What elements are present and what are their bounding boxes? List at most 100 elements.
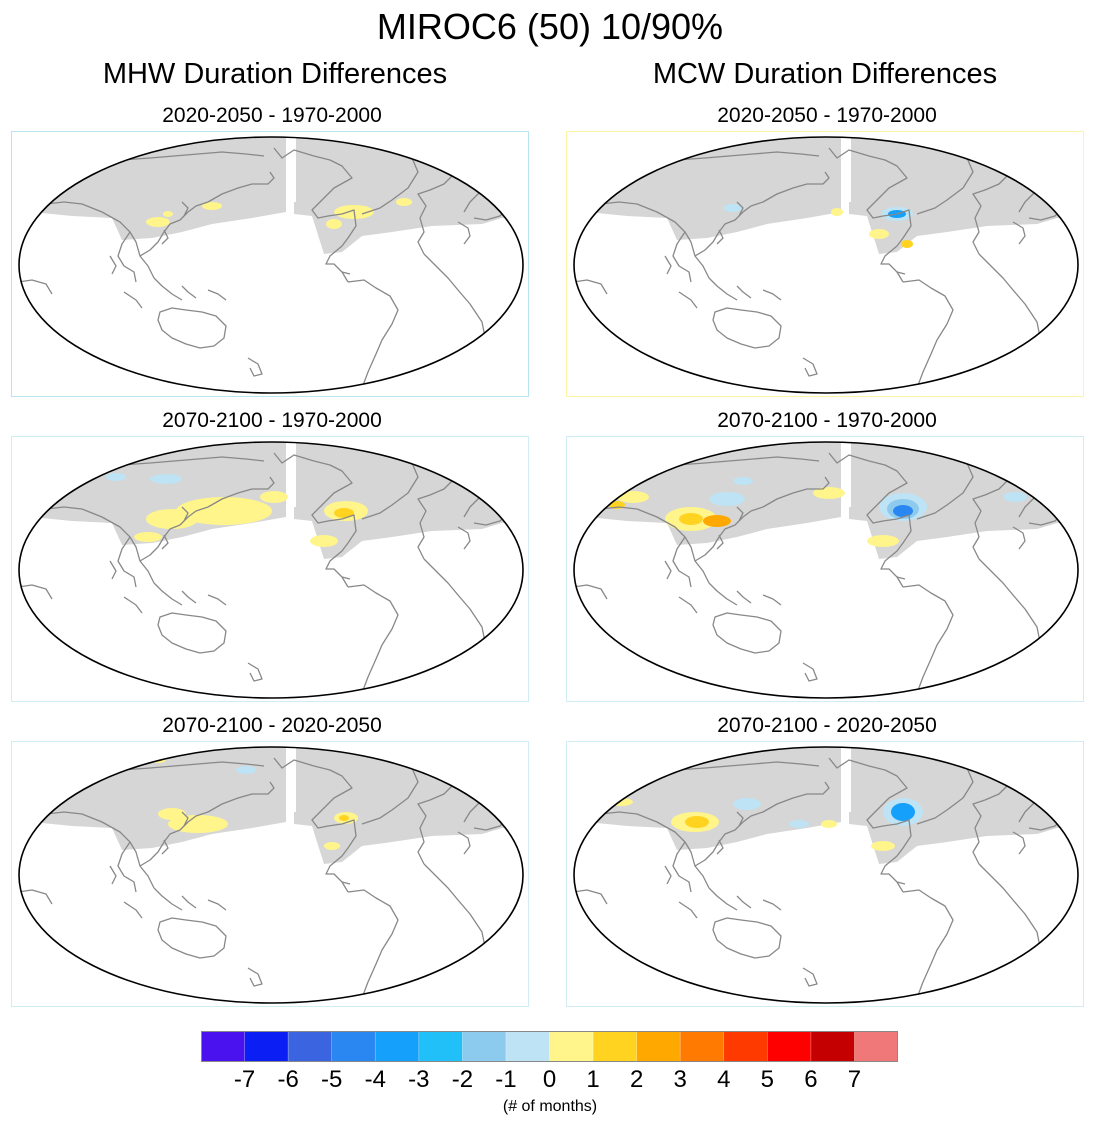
- coastline: [762, 289, 782, 301]
- masked-region: [19, 747, 523, 864]
- colorbar: [201, 1031, 898, 1062]
- figure-title: MIROC6 (50) 10/90%: [376, 6, 724, 47]
- coastline: [157, 307, 227, 349]
- coastline: [457, 221, 471, 245]
- colorbar-swatch: [810, 1031, 855, 1062]
- mcw-panel-3-title: 2070-2100 - 2020-2050: [717, 714, 937, 737]
- colorbar-swatch: [549, 1031, 594, 1062]
- colorbar-swatch: [244, 1031, 289, 1062]
- colorbar-tick-label: -4: [364, 1066, 386, 1093]
- colorbar-swatch: [418, 1031, 463, 1062]
- colorbar-tick-label: -6: [277, 1066, 299, 1093]
- coastline: [802, 967, 818, 987]
- coastline: [664, 560, 672, 580]
- coastline: [157, 612, 227, 654]
- coastline: [896, 576, 906, 580]
- coastline: [181, 895, 197, 909]
- coastline: [123, 901, 143, 919]
- coastline: [207, 289, 227, 301]
- anomaly-patch: [202, 202, 222, 210]
- coastline: [708, 582, 738, 606]
- anomaly-patch: [326, 219, 342, 229]
- coastline: [762, 476, 830, 508]
- coastline: [716, 534, 724, 550]
- colorbar-swatch: [201, 1031, 245, 1062]
- colorbar-units: (# of months): [502, 1098, 598, 1115]
- coastline: [161, 229, 169, 245]
- map-projection: [18, 746, 524, 1004]
- coastline: [207, 781, 275, 813]
- coastline: [574, 889, 608, 905]
- anomaly-patch: [462, 472, 486, 482]
- coastline: [181, 201, 189, 217]
- mhw-panel-3-title: 2070-2100 - 2020-2050: [162, 714, 382, 737]
- coastline: [117, 536, 137, 588]
- coastline: [29, 506, 155, 584]
- colorbar-swatch: [636, 1031, 681, 1062]
- anomaly-patch: [821, 820, 837, 828]
- colorbar-swatch: [288, 1031, 332, 1062]
- colorbar-tick-label: 4: [717, 1066, 731, 1093]
- anomaly-patch: [146, 509, 198, 529]
- coastline: [678, 596, 698, 614]
- anomaly-patch: [396, 198, 412, 206]
- anomaly-patch: [339, 815, 349, 821]
- map-projection: [573, 441, 1079, 699]
- anomaly-patch: [146, 217, 170, 227]
- colorbar-tick-label: 0: [542, 1066, 557, 1093]
- coastline: [457, 831, 471, 855]
- coastline: [736, 811, 744, 827]
- anomaly-patch: [1003, 492, 1027, 502]
- anomaly-patch: [831, 208, 843, 216]
- anomaly-patch: [871, 841, 895, 851]
- coastline: [247, 357, 263, 377]
- coastline: [29, 201, 155, 279]
- coastline: [664, 255, 672, 275]
- coastline: [207, 171, 275, 203]
- mcw-panel-1-title: 2020-2050 - 1970-2000: [717, 104, 937, 127]
- anomaly-patch: [168, 815, 228, 833]
- masked-region: [574, 137, 1078, 254]
- coastline: [664, 865, 672, 885]
- coastline: [19, 279, 53, 295]
- colorbar-swatch: [680, 1031, 725, 1062]
- coastline: [153, 277, 183, 301]
- mhw-panel-1-title: 2020-2050 - 1970-2000: [162, 104, 382, 127]
- colorbar-tick-label: 7: [847, 1066, 862, 1093]
- anomaly-patch: [867, 535, 899, 547]
- anomaly-patch: [150, 474, 182, 484]
- masked-region: [574, 747, 1078, 864]
- anomaly-patch: [901, 240, 913, 248]
- map-outline: [573, 746, 1079, 1004]
- anomaly-patch: [134, 532, 162, 542]
- colorbar-tick-label: -2: [451, 1066, 474, 1093]
- colorbar-tick-label: 1: [586, 1066, 600, 1093]
- coastline: [736, 285, 752, 299]
- anomaly-patch: [723, 204, 743, 212]
- mcw-map-panel-1: [566, 131, 1084, 397]
- coastline: [672, 536, 692, 588]
- anomaly-patch: [236, 766, 256, 774]
- coastline: [802, 662, 818, 682]
- colorbar-swatch: [767, 1031, 812, 1062]
- coastline: [181, 506, 189, 522]
- coastline: [708, 887, 738, 911]
- coastline: [678, 901, 698, 919]
- colorbar-swatch: [854, 1031, 898, 1062]
- coastline: [762, 781, 830, 813]
- map-projection: [573, 746, 1079, 1004]
- anomaly-patch: [617, 491, 649, 503]
- coastline: [1012, 526, 1026, 550]
- coastline: [584, 201, 710, 279]
- coastline: [678, 291, 698, 309]
- coastline: [157, 917, 227, 959]
- coastline: [139, 811, 209, 867]
- colorbar-tick-label: -7: [233, 1066, 256, 1093]
- coastline: [762, 171, 830, 203]
- coastline: [694, 811, 764, 867]
- colorbar-swatch: [723, 1031, 768, 1062]
- coastline: [828, 757, 912, 893]
- coastline: [716, 229, 724, 245]
- anomaly-patch: [869, 229, 889, 239]
- coastline: [109, 255, 117, 275]
